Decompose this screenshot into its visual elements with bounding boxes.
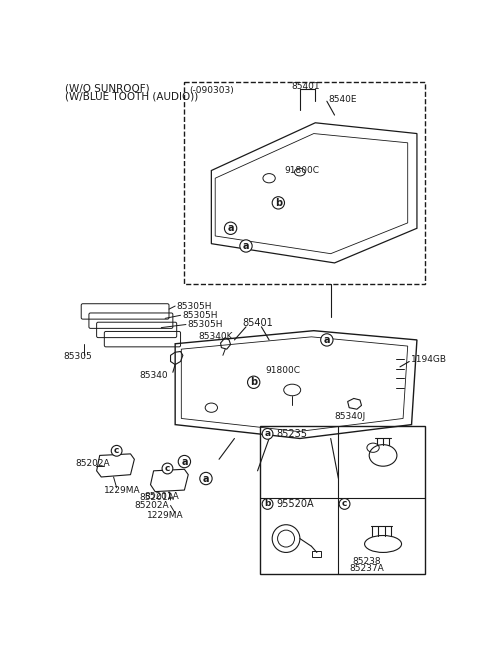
Text: 85202A: 85202A [75,458,110,467]
Text: a: a [264,430,271,438]
Text: a: a [181,456,188,467]
Text: 1229MA: 1229MA [104,486,140,495]
Text: 85340: 85340 [139,371,168,380]
Text: a: a [228,223,234,233]
Text: 85401: 85401 [292,82,320,91]
Text: 85305H: 85305H [182,311,217,320]
Bar [312,551,322,557]
Text: b: b [250,378,257,387]
Circle shape [262,428,273,439]
Text: (-090303): (-090303) [189,86,234,95]
Circle shape [262,499,273,509]
Text: 85305H: 85305H [188,320,223,329]
Text: 85305H: 85305H [177,301,212,311]
Text: 85237A: 85237A [349,564,384,573]
Circle shape [225,222,237,234]
Text: 85202A: 85202A [134,501,169,510]
Circle shape [240,240,252,252]
Text: 91800C: 91800C [265,367,300,375]
Text: 91800C: 91800C [285,166,320,175]
Circle shape [162,463,173,474]
Text: 85235: 85235 [277,429,308,439]
Text: 85401: 85401 [242,318,273,328]
Circle shape [321,334,333,346]
Circle shape [248,376,260,389]
Text: c: c [114,447,120,455]
Text: 1194GB: 1194GB [411,355,447,365]
Circle shape [111,445,122,456]
Text: 8540E: 8540E [328,95,357,104]
Text: (W/BLUE TOOTH (AUDIO)): (W/BLUE TOOTH (AUDIO)) [65,92,198,102]
Text: 95520A: 95520A [277,499,314,509]
Circle shape [339,499,350,509]
Text: a: a [203,473,209,484]
Circle shape [178,456,191,467]
Text: 85305: 85305 [63,352,92,361]
Text: 1229MA: 1229MA [147,511,184,520]
Text: b: b [264,499,271,508]
Text: 85201A: 85201A [140,493,175,501]
Text: c: c [342,499,347,508]
Text: 85238: 85238 [353,557,381,566]
Text: 85340J: 85340J [335,413,366,421]
Text: 85340K: 85340K [198,331,233,340]
Text: 85201A: 85201A [144,492,179,501]
Text: c: c [165,464,170,473]
Bar [260,426,425,574]
Text: (W/O SUNROOF): (W/O SUNROOF) [65,84,150,94]
Circle shape [272,197,285,209]
Text: a: a [243,241,249,251]
Bar [184,82,425,284]
Text: b: b [275,198,282,208]
Text: a: a [324,335,330,345]
Circle shape [200,473,212,485]
